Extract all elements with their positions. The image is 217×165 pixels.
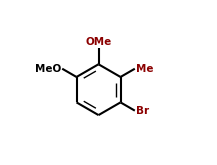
Text: OMe: OMe — [85, 37, 112, 47]
Text: Br: Br — [136, 106, 149, 116]
Text: Me: Me — [136, 64, 153, 74]
Text: MeO: MeO — [35, 64, 61, 74]
